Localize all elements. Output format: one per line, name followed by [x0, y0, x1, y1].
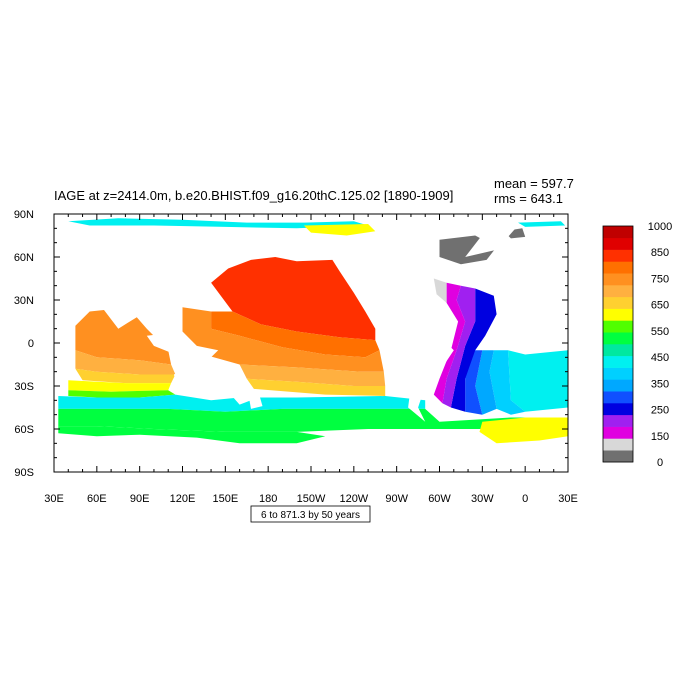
subtitle-box-label: 6 to 871.3 by 50 years [261, 510, 360, 521]
region-21 [475, 350, 497, 415]
y-tick-label: 60S [14, 424, 34, 436]
colorbar-label: 150 [651, 431, 669, 443]
colorbar-swatch [603, 320, 633, 333]
region-5 [211, 257, 376, 341]
region-18 [479, 417, 568, 444]
region-11 [75, 350, 176, 375]
region-8 [239, 364, 386, 386]
colorbar-swatch [603, 237, 633, 250]
region-19 [508, 350, 568, 412]
colorbar-swatch [603, 332, 633, 345]
land-patch-5 [465, 225, 518, 257]
region-23 [450, 288, 497, 412]
colorbar-swatch [603, 308, 633, 321]
colorbar-swatch [603, 450, 633, 463]
subtitle-box [250, 505, 371, 523]
colorbar-swatch [603, 285, 633, 298]
colorbar: 0 150 250 350 450 550 650 750 850 1000 [602, 221, 672, 469]
mean-stat: mean = 597.7 [494, 176, 574, 191]
colorbar-swatch [603, 391, 633, 404]
colorbar-swatch [603, 367, 633, 380]
colorbar-swatch [603, 426, 633, 439]
region-10 [75, 310, 172, 365]
region-7 [182, 307, 384, 372]
colorbar-swatch [603, 296, 633, 309]
colorbar-swatch [603, 344, 633, 357]
colorbar-label: 0 [657, 457, 663, 469]
region-17 [58, 426, 326, 444]
rms-stat: rms = 643.1 [494, 191, 563, 206]
land-patch-1 [173, 360, 229, 396]
colorbar-swatch [603, 273, 633, 286]
colorbar-label: 550 [651, 326, 669, 338]
x-tick-label: 150W [297, 493, 326, 505]
colorbar-swatch [603, 438, 633, 451]
colorbar-swatch [603, 355, 633, 368]
colorbar-frame [602, 225, 634, 463]
region-0 [68, 218, 369, 229]
region-13 [68, 380, 172, 392]
region-20 [489, 350, 526, 415]
colorbar-swatch [603, 261, 633, 274]
land-patch-0 [146, 331, 219, 358]
colorbar-swatch [603, 379, 633, 392]
region-9 [246, 378, 386, 396]
land-patch-3 [248, 393, 263, 409]
x-tick-label: 90W [385, 493, 408, 505]
colorbar-label: 750 [651, 273, 669, 285]
land-patch-2 [228, 390, 251, 405]
x-tick-label: 120W [339, 493, 368, 505]
colorbar-swatch [603, 414, 633, 427]
land-patch-4 [385, 328, 454, 422]
region-26 [433, 278, 447, 303]
x-tick-label: 0 [522, 493, 528, 505]
colorbar-label: 1000 [648, 221, 672, 233]
colorbar-label: 350 [651, 378, 669, 390]
y-tick-label: 60N [14, 252, 34, 264]
y-tick-label: 90S [14, 467, 34, 479]
y-tick-label: 30S [14, 381, 34, 393]
y-tick-label: 0 [28, 338, 34, 350]
colorbar-swatch [603, 403, 633, 416]
x-tick-label: 30E [558, 493, 578, 505]
region-2 [303, 224, 376, 236]
x-tick-label: 120E [170, 493, 196, 505]
region-16 [58, 408, 569, 432]
colorbar-label: 650 [651, 300, 669, 312]
x-tick-label: 60E [87, 493, 107, 505]
x-tick-label: 30W [471, 493, 494, 505]
x-tick-label: 60W [428, 493, 451, 505]
x-tick-label: 90E [130, 493, 150, 505]
chart-title: IAGE at z=2414.0m, b.e20.BHIST.f09_g16.2… [54, 188, 453, 203]
region-12 [75, 368, 176, 384]
colorbar-swatch [603, 249, 633, 262]
region-24 [442, 285, 476, 408]
y-tick-label: 90N [14, 209, 34, 221]
y-tick-label: 30N [14, 295, 34, 307]
colorbar-label: 450 [651, 352, 669, 364]
map-regions [58, 218, 569, 444]
x-tick-label: 30E [44, 493, 64, 505]
region-25 [433, 282, 466, 404]
land-mask [146, 225, 518, 422]
region-1 [518, 221, 566, 227]
x-tick-label: 150E [212, 493, 238, 505]
colorbar-label: 850 [651, 247, 669, 259]
region-6 [211, 311, 380, 358]
axis-ticks: 30E 60E 90E 120E 150E 180 150W 120W 90W 60W 30W 0 30… [14, 209, 578, 505]
colorbar-label: 250 [651, 405, 669, 417]
x-tick-label: 180 [259, 493, 277, 505]
colorbar-swatch [603, 226, 633, 239]
region-14 [68, 390, 176, 398]
